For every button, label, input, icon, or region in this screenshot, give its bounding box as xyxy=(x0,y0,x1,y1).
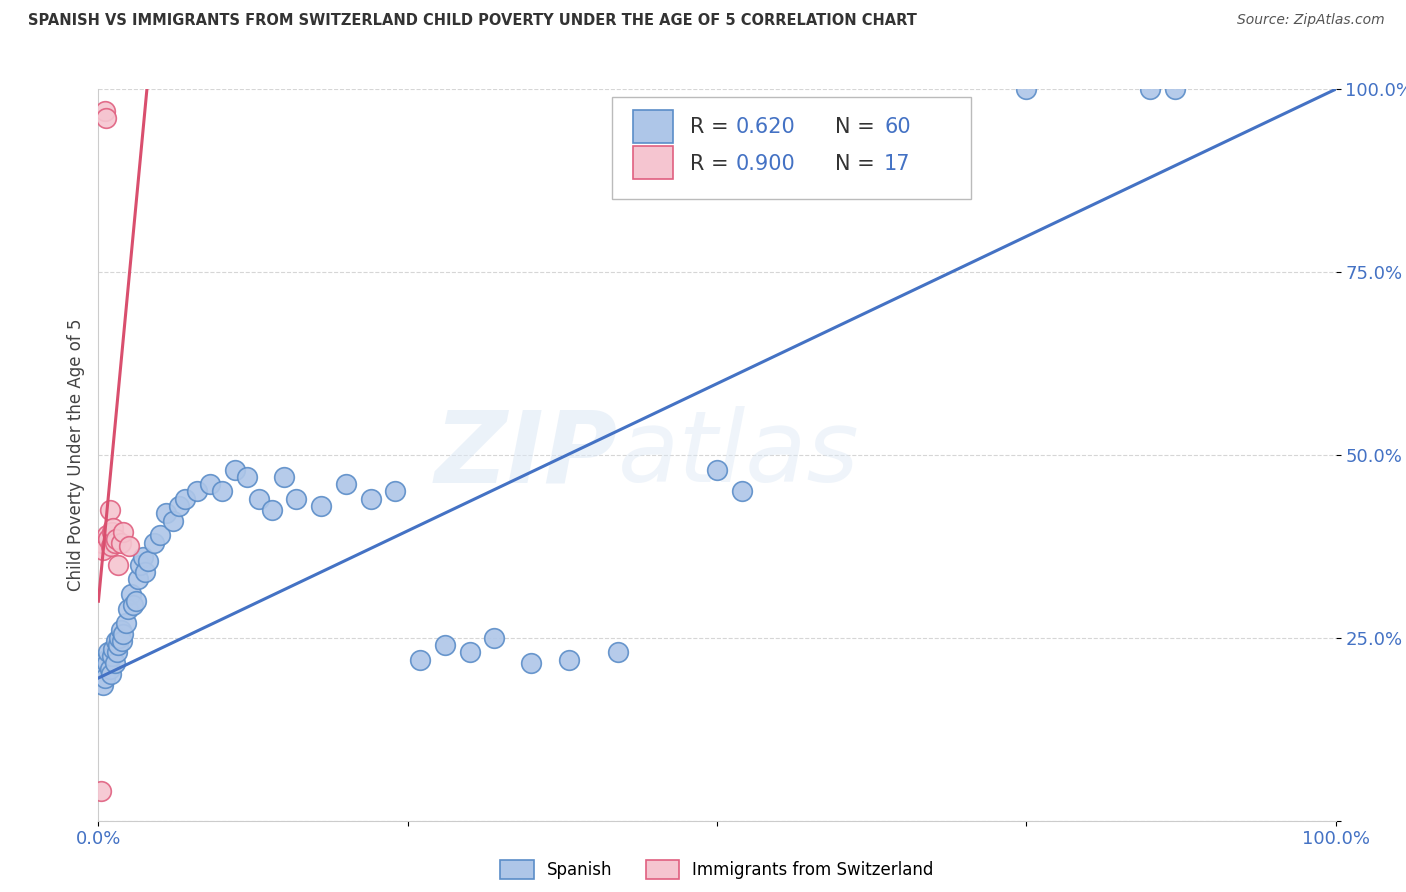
Point xyxy=(360,491,382,506)
Point xyxy=(122,598,145,612)
Point xyxy=(162,514,184,528)
Point xyxy=(118,539,141,553)
Point xyxy=(93,543,115,558)
Point xyxy=(103,641,125,656)
Point xyxy=(101,524,124,539)
Point xyxy=(98,661,121,675)
Point xyxy=(91,660,114,674)
Point xyxy=(101,649,124,664)
Point xyxy=(149,528,172,542)
Point xyxy=(520,657,543,671)
Point xyxy=(90,664,112,678)
Point xyxy=(134,565,156,579)
Text: 60: 60 xyxy=(884,117,911,137)
Point xyxy=(90,784,112,798)
Point xyxy=(94,112,117,126)
Point xyxy=(117,601,139,615)
Text: 0.900: 0.900 xyxy=(735,153,796,174)
Point xyxy=(1139,82,1161,96)
Text: ZIP: ZIP xyxy=(434,407,619,503)
Point xyxy=(309,499,332,513)
Point xyxy=(132,550,155,565)
Point xyxy=(103,521,125,535)
Point xyxy=(105,645,128,659)
Point xyxy=(112,524,135,539)
Point xyxy=(93,104,115,119)
Legend: Spanish, Immigrants from Switzerland: Spanish, Immigrants from Switzerland xyxy=(494,853,941,886)
Point xyxy=(93,678,115,692)
Point xyxy=(384,484,406,499)
Point xyxy=(260,503,283,517)
Point xyxy=(127,572,149,586)
Point xyxy=(110,535,132,549)
Point xyxy=(93,671,115,685)
Point xyxy=(557,653,579,667)
Point xyxy=(97,645,120,659)
Point xyxy=(100,539,122,553)
Point xyxy=(236,470,259,484)
Point xyxy=(110,624,132,638)
Point xyxy=(103,535,125,549)
Point xyxy=(129,558,152,572)
Text: R =: R = xyxy=(690,153,728,174)
Text: N =: N = xyxy=(835,153,875,174)
Point xyxy=(273,470,295,484)
Point xyxy=(155,507,177,521)
Point xyxy=(97,532,120,546)
Point xyxy=(433,638,456,652)
Point xyxy=(1015,82,1038,96)
Point xyxy=(108,631,131,645)
Point xyxy=(120,587,142,601)
FancyBboxPatch shape xyxy=(633,146,672,179)
Text: atlas: atlas xyxy=(619,407,859,503)
Point xyxy=(107,558,129,572)
Point xyxy=(94,653,117,667)
Point xyxy=(107,638,129,652)
Point xyxy=(335,477,357,491)
Point xyxy=(103,657,125,671)
Point xyxy=(136,554,159,568)
FancyBboxPatch shape xyxy=(633,110,672,143)
Point xyxy=(104,532,127,546)
Point xyxy=(112,627,135,641)
Point xyxy=(285,491,308,506)
Point xyxy=(224,462,246,476)
Point xyxy=(247,491,270,506)
Point xyxy=(607,645,630,659)
Point xyxy=(111,634,134,648)
Point xyxy=(143,535,166,549)
Text: 0.620: 0.620 xyxy=(735,117,796,137)
Text: Source: ZipAtlas.com: Source: ZipAtlas.com xyxy=(1237,13,1385,28)
Point xyxy=(484,631,506,645)
Point xyxy=(211,484,233,499)
Point xyxy=(409,653,432,667)
Text: SPANISH VS IMMIGRANTS FROM SWITZERLAND CHILD POVERTY UNDER THE AGE OF 5 CORRELAT: SPANISH VS IMMIGRANTS FROM SWITZERLAND C… xyxy=(28,13,917,29)
Point xyxy=(96,528,118,542)
Point xyxy=(186,484,208,499)
Point xyxy=(104,634,127,648)
Point xyxy=(124,594,146,608)
Point xyxy=(458,645,481,659)
Y-axis label: Child Poverty Under the Age of 5: Child Poverty Under the Age of 5 xyxy=(66,318,84,591)
Point xyxy=(96,657,118,671)
Point xyxy=(1164,82,1187,96)
Point xyxy=(731,484,754,499)
Point xyxy=(100,667,122,681)
Point xyxy=(98,503,121,517)
Text: N =: N = xyxy=(835,117,875,137)
Point xyxy=(706,462,728,476)
Text: 17: 17 xyxy=(884,153,911,174)
Text: R =: R = xyxy=(690,117,728,137)
Point xyxy=(198,477,221,491)
Point xyxy=(114,616,136,631)
FancyBboxPatch shape xyxy=(612,96,970,199)
Point xyxy=(167,499,190,513)
Point xyxy=(174,491,197,506)
Point xyxy=(91,535,114,549)
